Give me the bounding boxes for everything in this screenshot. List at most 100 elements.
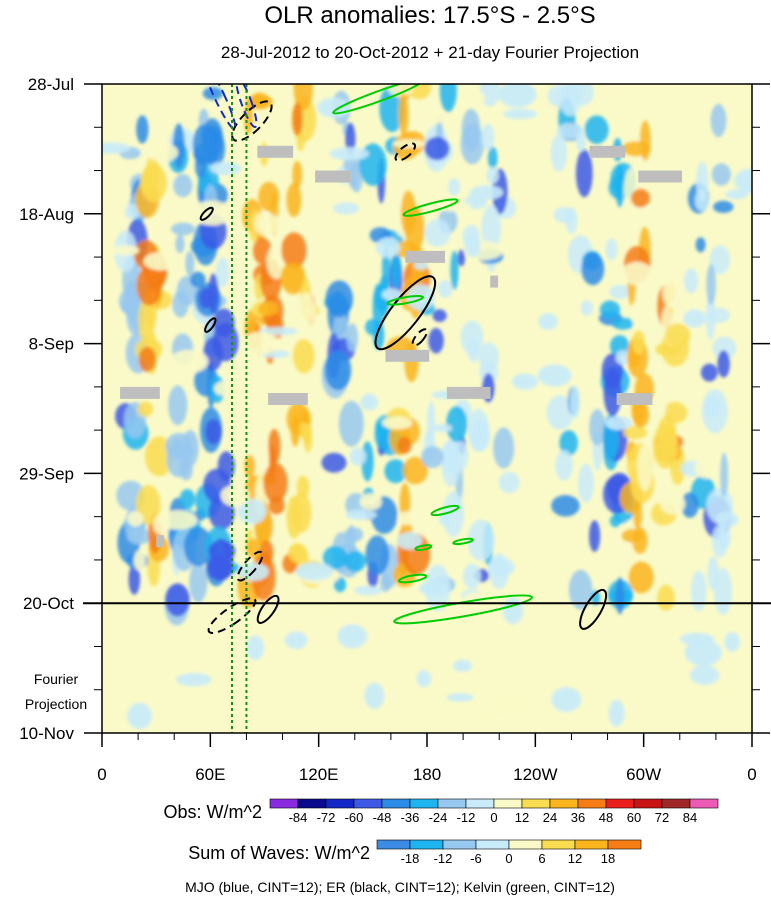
- anomaly-blob: [442, 491, 464, 537]
- anomaly-blob: [609, 285, 632, 299]
- anomaly-blob: [365, 535, 390, 575]
- anomaly-blob: [404, 205, 425, 252]
- anomaly-blob: [333, 202, 360, 215]
- y-tick-label: 20-Oct: [23, 594, 74, 613]
- anomaly-blob: [246, 538, 264, 559]
- waves-colorbar-level-label: -6: [470, 851, 482, 866]
- anomaly-blob: [559, 84, 582, 116]
- anomaly-blob: [467, 338, 480, 363]
- anomaly-blob: [292, 160, 303, 189]
- missing-data-patch: [616, 393, 653, 405]
- anomaly-blob: [712, 336, 737, 360]
- anomaly-blob: [460, 123, 484, 165]
- obs-colorbar-level-label: 12: [515, 810, 529, 825]
- kelvin-wave-contour: [414, 544, 433, 552]
- background-patch: [538, 313, 558, 330]
- background-patch: [433, 424, 453, 433]
- background-patch: [127, 702, 153, 730]
- missing-data-patch: [156, 535, 165, 548]
- obs-colorbar-swatch: [297, 798, 327, 809]
- obs-colorbar-swatch: [437, 798, 467, 809]
- obs-colorbar: Obs: W/m^2 -84 -72 -60 -48 -36 -24 -12 0 12 24 36 4…: [164, 798, 719, 825]
- anomaly-blob: [450, 250, 459, 290]
- anomaly-blob: [288, 542, 307, 564]
- background-patch: [726, 84, 743, 108]
- background-patch: [210, 161, 242, 175]
- waves-colorbar-swatch: [607, 839, 642, 850]
- anomaly-blob: [628, 561, 654, 594]
- obs-colorbar-swatch: [661, 798, 691, 809]
- background-patch: [724, 632, 741, 652]
- er-wave-contour: [236, 550, 264, 582]
- anomaly-blob: [487, 557, 515, 577]
- kelvin-wave-contour: [452, 537, 474, 546]
- reference-longitude-lines: [231, 84, 248, 733]
- anomaly-blob: [334, 577, 347, 593]
- er-wave-contour: [207, 597, 257, 634]
- anomaly-blob: [463, 563, 481, 589]
- x-tick-label: 120W: [513, 765, 557, 784]
- anomaly-blob: [166, 441, 192, 478]
- anomaly-blob: [397, 436, 412, 454]
- anomaly-blob: [632, 314, 658, 330]
- anomaly-blob: [212, 322, 239, 362]
- mjo-wave-contour: [202, 84, 237, 131]
- obs-colorbar-level-label: -12: [457, 810, 476, 825]
- background-patch: [359, 493, 382, 511]
- anomaly-blob: [576, 130, 586, 152]
- missing-data-patch: [268, 393, 308, 405]
- anomaly-blob: [622, 141, 651, 157]
- background-patch: [127, 511, 144, 527]
- anomaly-blob: [553, 207, 574, 223]
- er-wave-contour: [394, 142, 417, 162]
- anomaly-blob: [432, 309, 447, 322]
- anomaly-blob: [165, 583, 190, 617]
- anomaly-blob: [584, 115, 609, 144]
- obs-colorbar-label: Obs: W/m^2: [164, 802, 262, 822]
- missing-data-patch: [385, 349, 430, 362]
- y-tick-label: 8-Sep: [29, 335, 74, 354]
- anomaly-blob: [575, 149, 593, 198]
- y-tick-label: 28-Jul: [28, 75, 74, 94]
- background-patch: [354, 585, 383, 596]
- anomaly-blob: [290, 415, 300, 447]
- anomaly-blob: [421, 445, 444, 469]
- anomaly-blob: [568, 569, 593, 610]
- anomaly-blob: [717, 524, 731, 550]
- obs-colorbar-level-label: -72: [317, 810, 336, 825]
- anomaly-blob: [632, 527, 648, 554]
- background-patch: [349, 447, 367, 466]
- anomaly-blob: [372, 283, 384, 332]
- background-patch: [213, 381, 234, 396]
- waves-colorbar-label: Sum of Waves: W/m^2: [188, 843, 370, 863]
- wave-legend-footnote: MJO (blue, CINT=12); ER (black, CINT=12)…: [185, 879, 615, 895]
- anomaly-blob: [168, 385, 188, 426]
- anomaly-blob: [236, 421, 263, 443]
- anomaly-blob: [480, 84, 500, 107]
- anomaly-blob: [345, 122, 356, 156]
- anomaly-blob: [446, 406, 468, 443]
- anomaly-blob: [179, 489, 196, 509]
- anomaly-blob: [128, 564, 141, 595]
- obs-colorbar-level-label: -24: [429, 810, 448, 825]
- missing-data-patch: [405, 250, 445, 263]
- kelvin-wave-contour: [397, 573, 428, 584]
- anomaly-blob: [263, 462, 288, 504]
- missing-data-patch: [446, 386, 491, 399]
- background-patch: [396, 532, 423, 550]
- background-patch: [684, 638, 722, 667]
- background-patch: [102, 142, 131, 154]
- anomaly-blob: [660, 559, 670, 577]
- anomaly-blob: [183, 526, 213, 567]
- obs-colorbar-level-label: -84: [289, 810, 308, 825]
- background-patch: [311, 600, 339, 618]
- anomaly-blob: [599, 300, 621, 319]
- anomaly-blob: [580, 300, 593, 316]
- background-patch: [621, 261, 653, 286]
- anomaly-blob: [550, 134, 568, 172]
- anomaly-blob: [258, 301, 279, 317]
- background-patch: [133, 550, 146, 571]
- obs-colorbar-swatch: [605, 798, 635, 809]
- anomaly-blob: [268, 496, 285, 515]
- anomaly-blob: [217, 451, 235, 482]
